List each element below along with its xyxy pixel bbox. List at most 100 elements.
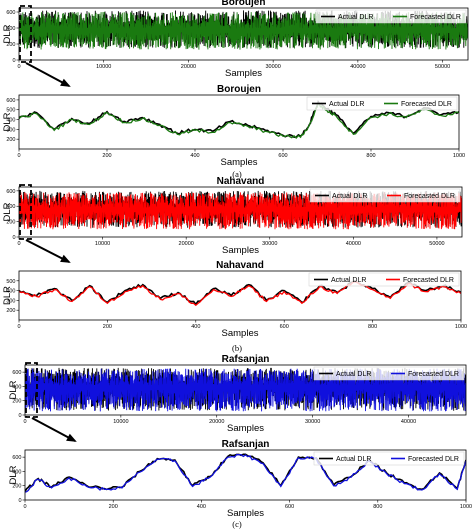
x-tick-label: 10000 (96, 64, 111, 70)
legend-box (308, 272, 460, 287)
legend-label: Actual DLR (336, 456, 371, 463)
y-tick-label: 400 (6, 118, 15, 124)
y-tick-label: 400 (12, 469, 21, 475)
x-tick-label: 10000 (113, 419, 128, 425)
x-axis-label: Samples (222, 328, 259, 339)
y-axis-label: DLR (8, 380, 19, 399)
y-tick-label: 600 (6, 189, 15, 195)
x-axis-label: Samples (227, 423, 264, 434)
x-tick-label: 200 (109, 504, 118, 510)
x-tick-label: 400 (191, 324, 200, 330)
y-tick-label: 200 (6, 137, 15, 143)
chart-panel: Nahavand Samples DLR 0 10000 20000 30000 40000 5… (2, 176, 463, 263)
legend-box (313, 366, 465, 381)
x-tick-label: 1000 (460, 504, 472, 510)
x-axis-label: Samples (222, 245, 259, 256)
x-tick-label: 40000 (350, 64, 365, 70)
plot-frame (18, 186, 463, 238)
y-tick-label: 500 (6, 108, 15, 114)
series-group (19, 100, 459, 140)
legend-label: Forecasted DLR (403, 277, 454, 284)
chart-title: Rafsanjan (222, 354, 270, 365)
y-tick-label: 200 (12, 484, 21, 490)
series-group (19, 190, 462, 230)
plot-frame (24, 449, 467, 501)
x-tick-label: 40000 (401, 419, 416, 425)
plot-frame (18, 270, 462, 321)
x-tick-label: 600 (278, 153, 287, 159)
caption-a: (a) (232, 169, 242, 179)
x-axis-label: Samples (225, 68, 262, 79)
x-tick-label: 400 (190, 153, 199, 159)
x-tick-label: 400 (197, 504, 206, 510)
x-axis-label: Samples (221, 157, 258, 168)
zoom-arrow (25, 239, 70, 263)
y-tick-label: 0 (12, 235, 15, 241)
legend-label: Forecasted DLR (410, 14, 461, 21)
x-tick-label: 10000 (95, 241, 110, 247)
x-tick-label: 20000 (209, 419, 224, 425)
chart-title: Rafsanjan (222, 439, 270, 450)
y-tick-label: 300 (6, 298, 15, 304)
series-group (25, 453, 466, 493)
series-line (25, 453, 466, 493)
x-tick-label: 30000 (266, 64, 281, 70)
y-axis-label: DLR (2, 202, 13, 221)
y-tick-label: 0 (18, 413, 21, 419)
legend-label: Forecasted DLR (408, 456, 459, 463)
y-tick-label: 400 (12, 384, 21, 390)
y-tick-label: 600 (6, 10, 15, 16)
x-tick-label: 0 (17, 324, 20, 330)
y-tick-label: 400 (6, 289, 15, 295)
chart-panel: Rafsanjan Samples DLR 0 10000 20000 30000 40000… (8, 354, 467, 442)
chart-title: Nahavand (217, 176, 265, 187)
x-tick-label: 800 (366, 153, 375, 159)
y-tick-label: 600 (6, 98, 15, 104)
legend-box (315, 9, 467, 24)
x-tick-label: 50000 (435, 64, 450, 70)
legend-label: Forecasted DLR (408, 371, 459, 378)
zoom-region-box (19, 5, 32, 63)
legend-box (313, 451, 465, 466)
legend-box (306, 96, 458, 111)
caption-c: (c) (232, 519, 242, 529)
series-line (25, 368, 466, 412)
legend-label: Forecasted DLR (404, 193, 455, 200)
zoom-arrow (25, 62, 70, 87)
series-line (19, 281, 461, 307)
y-tick-label: 500 (6, 279, 15, 285)
y-tick-label: 0 (18, 498, 21, 504)
x-tick-label: 0 (17, 153, 20, 159)
y-axis-label: DLR (2, 24, 13, 43)
chart-title: Nahavand (216, 260, 264, 271)
y-tick-label: 600 (12, 370, 21, 376)
x-tick-label: 0 (23, 504, 26, 510)
x-tick-label: 30000 (262, 241, 277, 247)
y-tick-label: 300 (6, 127, 15, 133)
chart-panel: Boroujen Samples DLR 0 200 400 600 800 1000 200 30… (2, 84, 465, 168)
x-tick-label: 30000 (305, 419, 320, 425)
legend-label: Actual DLR (329, 101, 364, 108)
x-tick-label: 1000 (453, 153, 465, 159)
legend-label: Actual DLR (336, 371, 371, 378)
y-axis-label: DLR (2, 112, 13, 131)
x-tick-label: 40000 (346, 241, 361, 247)
y-tick-label: 200 (6, 308, 15, 314)
x-tick-label: 200 (102, 153, 111, 159)
y-tick-label: 600 (12, 455, 21, 461)
x-tick-label: 0 (17, 64, 20, 70)
x-tick-label: 800 (373, 504, 382, 510)
legend-box (309, 188, 461, 203)
series-line (19, 11, 468, 50)
chart-panel: Boroujen Samples DLR 0 10000 20000 30000 40000 5… (2, 0, 469, 87)
x-tick-label: 50000 (429, 241, 444, 247)
series-group (19, 10, 468, 50)
chart-panel: Rafsanjan Samples DLR 0 200 400 600 800 1000 0 200… (8, 439, 472, 519)
y-axis-label: DLR (8, 465, 19, 484)
chart-title: Boroujen (217, 84, 261, 95)
legend-label: Actual DLR (331, 277, 366, 284)
plot-frame (24, 364, 467, 416)
series-line (19, 192, 462, 230)
x-tick-label: 0 (17, 241, 20, 247)
